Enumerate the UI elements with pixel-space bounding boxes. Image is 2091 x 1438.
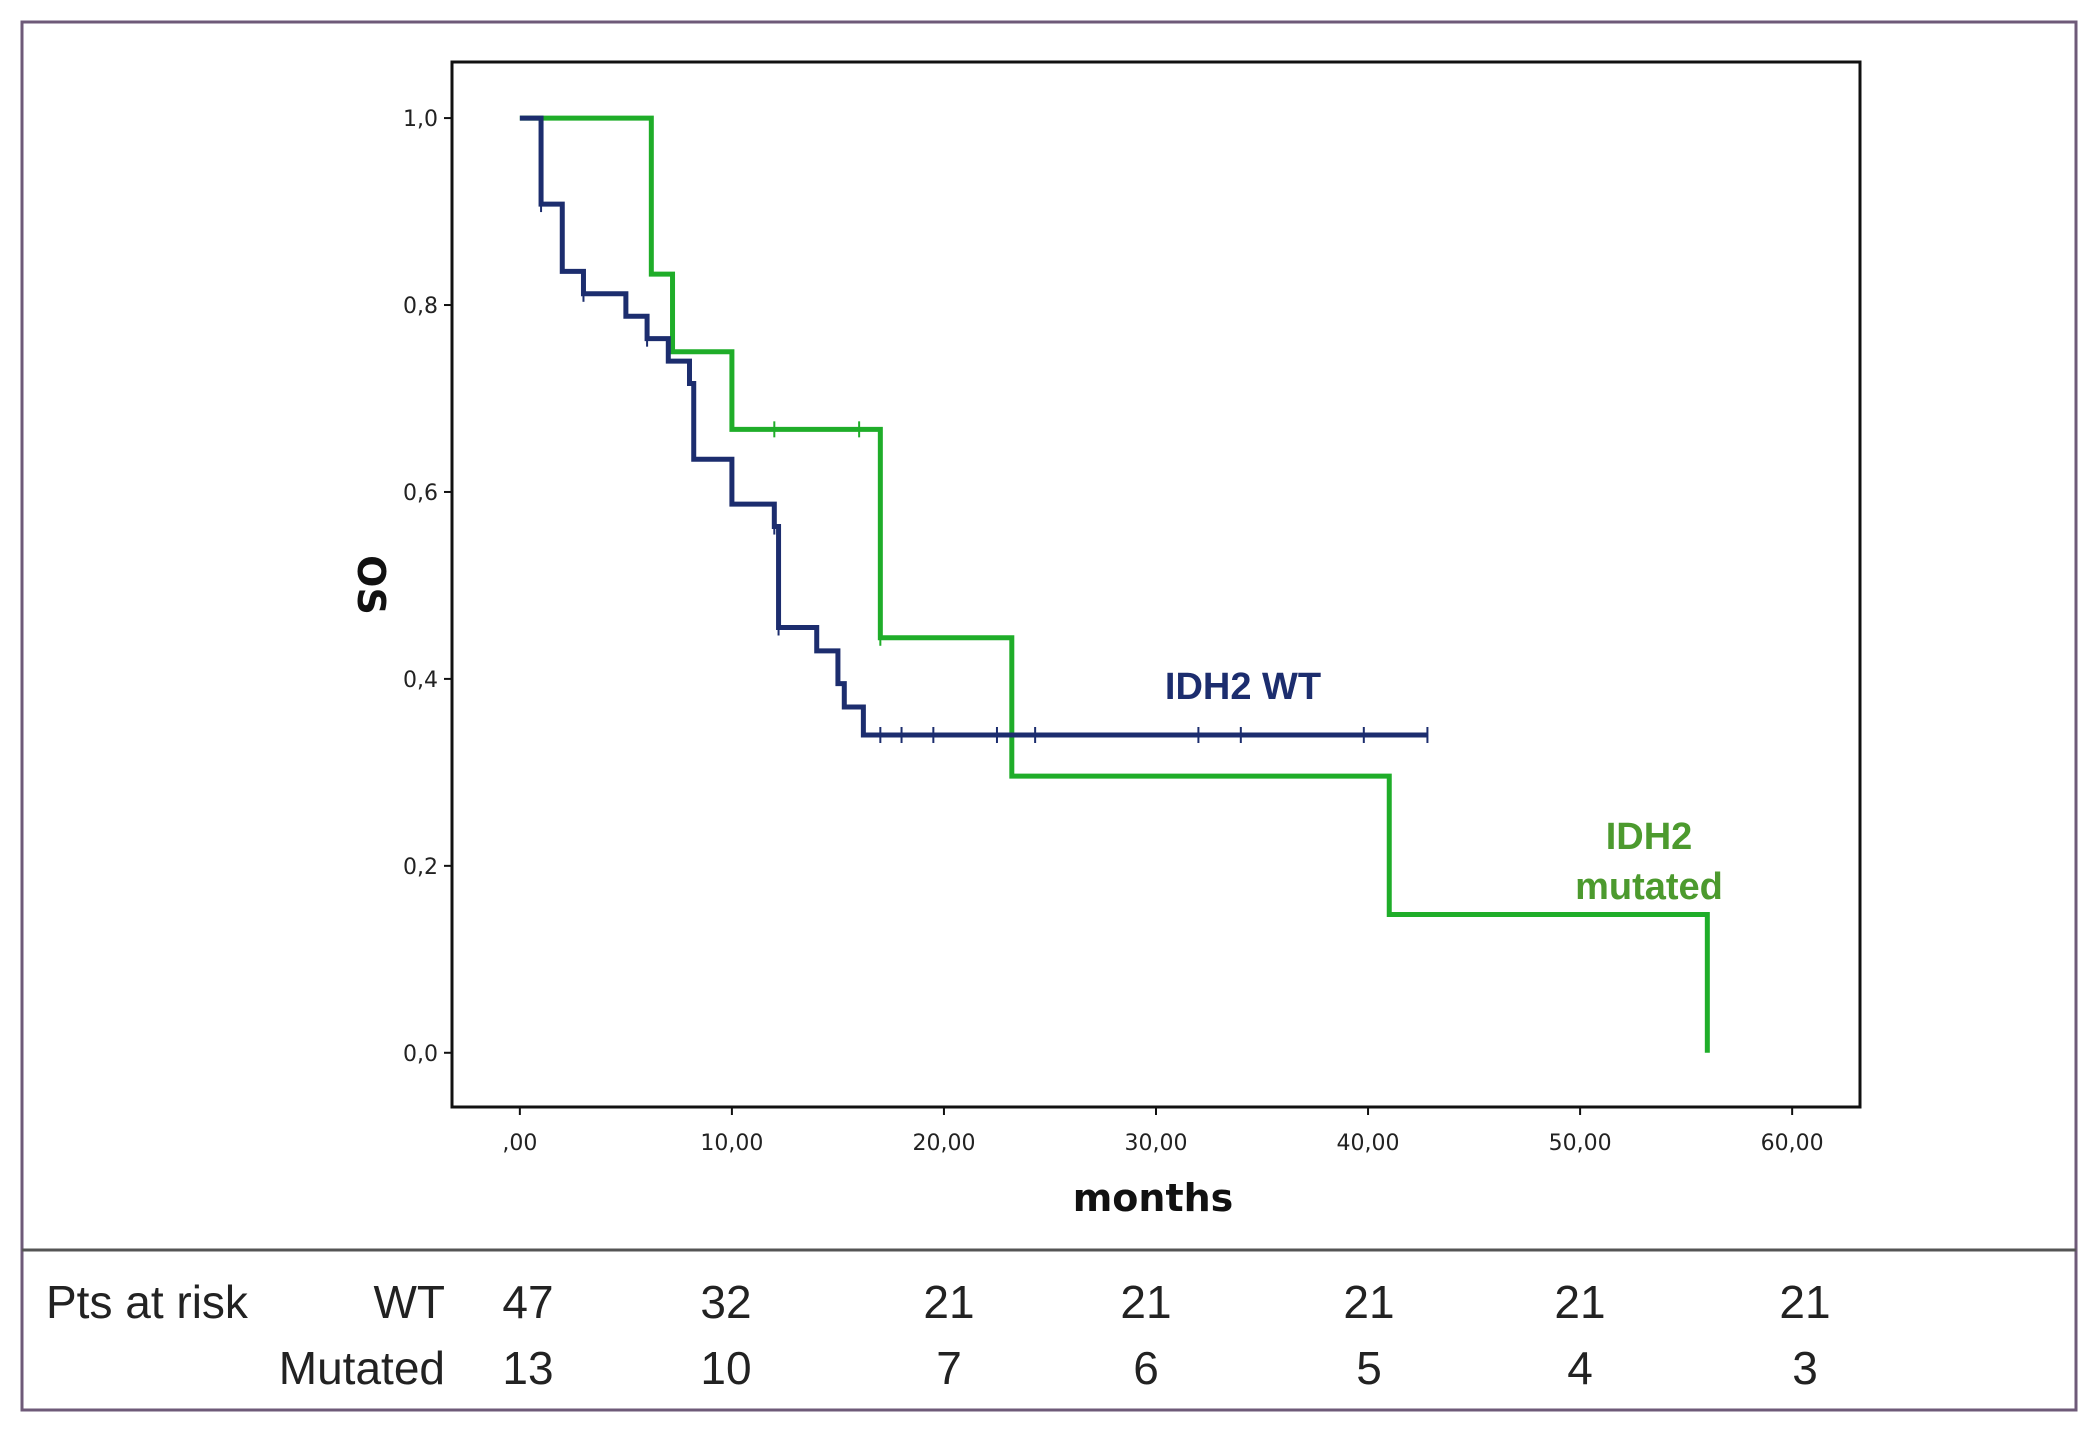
x-tick-label: 60,00	[1761, 1131, 1824, 1156]
x-axis: ,00 10,00 20,00 30,00 40,00 50,00 60,00	[502, 1107, 1824, 1156]
risk-row-label: WT	[373, 1276, 445, 1328]
y-axis-label: OS	[349, 555, 393, 615]
y-tick-label: 1,0	[403, 107, 438, 132]
plot-area	[450, 60, 1862, 1109]
risk-cell: 10	[700, 1342, 751, 1394]
x-tick-label: 20,00	[912, 1131, 975, 1156]
x-tick-label: ,00	[502, 1131, 537, 1156]
risk-table-title: Pts at risk	[46, 1276, 249, 1328]
survival-curve-mutated	[519, 115, 1710, 1053]
x-tick-label: 30,00	[1125, 1131, 1188, 1156]
y-tick-label: 0,6	[403, 481, 438, 506]
y-axis: 0,0 0,2 0,4 0,6 0,8 1,0	[403, 107, 452, 1067]
y-tick-label: 0,4	[403, 668, 438, 693]
risk-table: Pts at risk WT 47 32 21 21 21 21 21 Mutated 13 10 7…	[46, 1276, 1831, 1394]
risk-cell: 6	[1133, 1342, 1159, 1394]
risk-cell: 3	[1792, 1342, 1818, 1394]
risk-cell: 21	[1779, 1276, 1830, 1328]
label-idh2-mutated: IDH2	[1606, 816, 1693, 858]
risk-cell: 21	[1343, 1276, 1394, 1328]
risk-cell: 47	[502, 1276, 553, 1328]
risk-cell: 13	[502, 1342, 553, 1394]
x-tick-label: 40,00	[1337, 1131, 1400, 1156]
survival-curves	[519, 115, 1710, 1053]
label-idh2-wt: IDH2 WT	[1165, 666, 1321, 708]
y-tick-label: 0,8	[403, 294, 438, 319]
risk-cell: 21	[923, 1276, 974, 1328]
x-tick-label: 50,00	[1549, 1131, 1612, 1156]
risk-cell: 4	[1567, 1342, 1593, 1394]
y-tick-label: 0,0	[403, 1042, 438, 1067]
x-axis-label: months	[1073, 1176, 1234, 1220]
risk-cell: 21	[1554, 1276, 1605, 1328]
label-idh2-mutated: mutated	[1575, 866, 1723, 908]
survival-curve-wt	[519, 115, 1428, 738]
risk-row-label: Mutated	[279, 1342, 445, 1394]
risk-cell: 7	[936, 1342, 962, 1394]
x-tick-label: 10,00	[700, 1131, 763, 1156]
y-tick-label: 0,2	[403, 855, 438, 880]
risk-cell: 5	[1356, 1342, 1382, 1394]
series-labels: IDH2 WT IDH2 mutated	[1165, 666, 1723, 908]
risk-cell: 21	[1120, 1276, 1171, 1328]
risk-cell: 32	[700, 1276, 751, 1328]
